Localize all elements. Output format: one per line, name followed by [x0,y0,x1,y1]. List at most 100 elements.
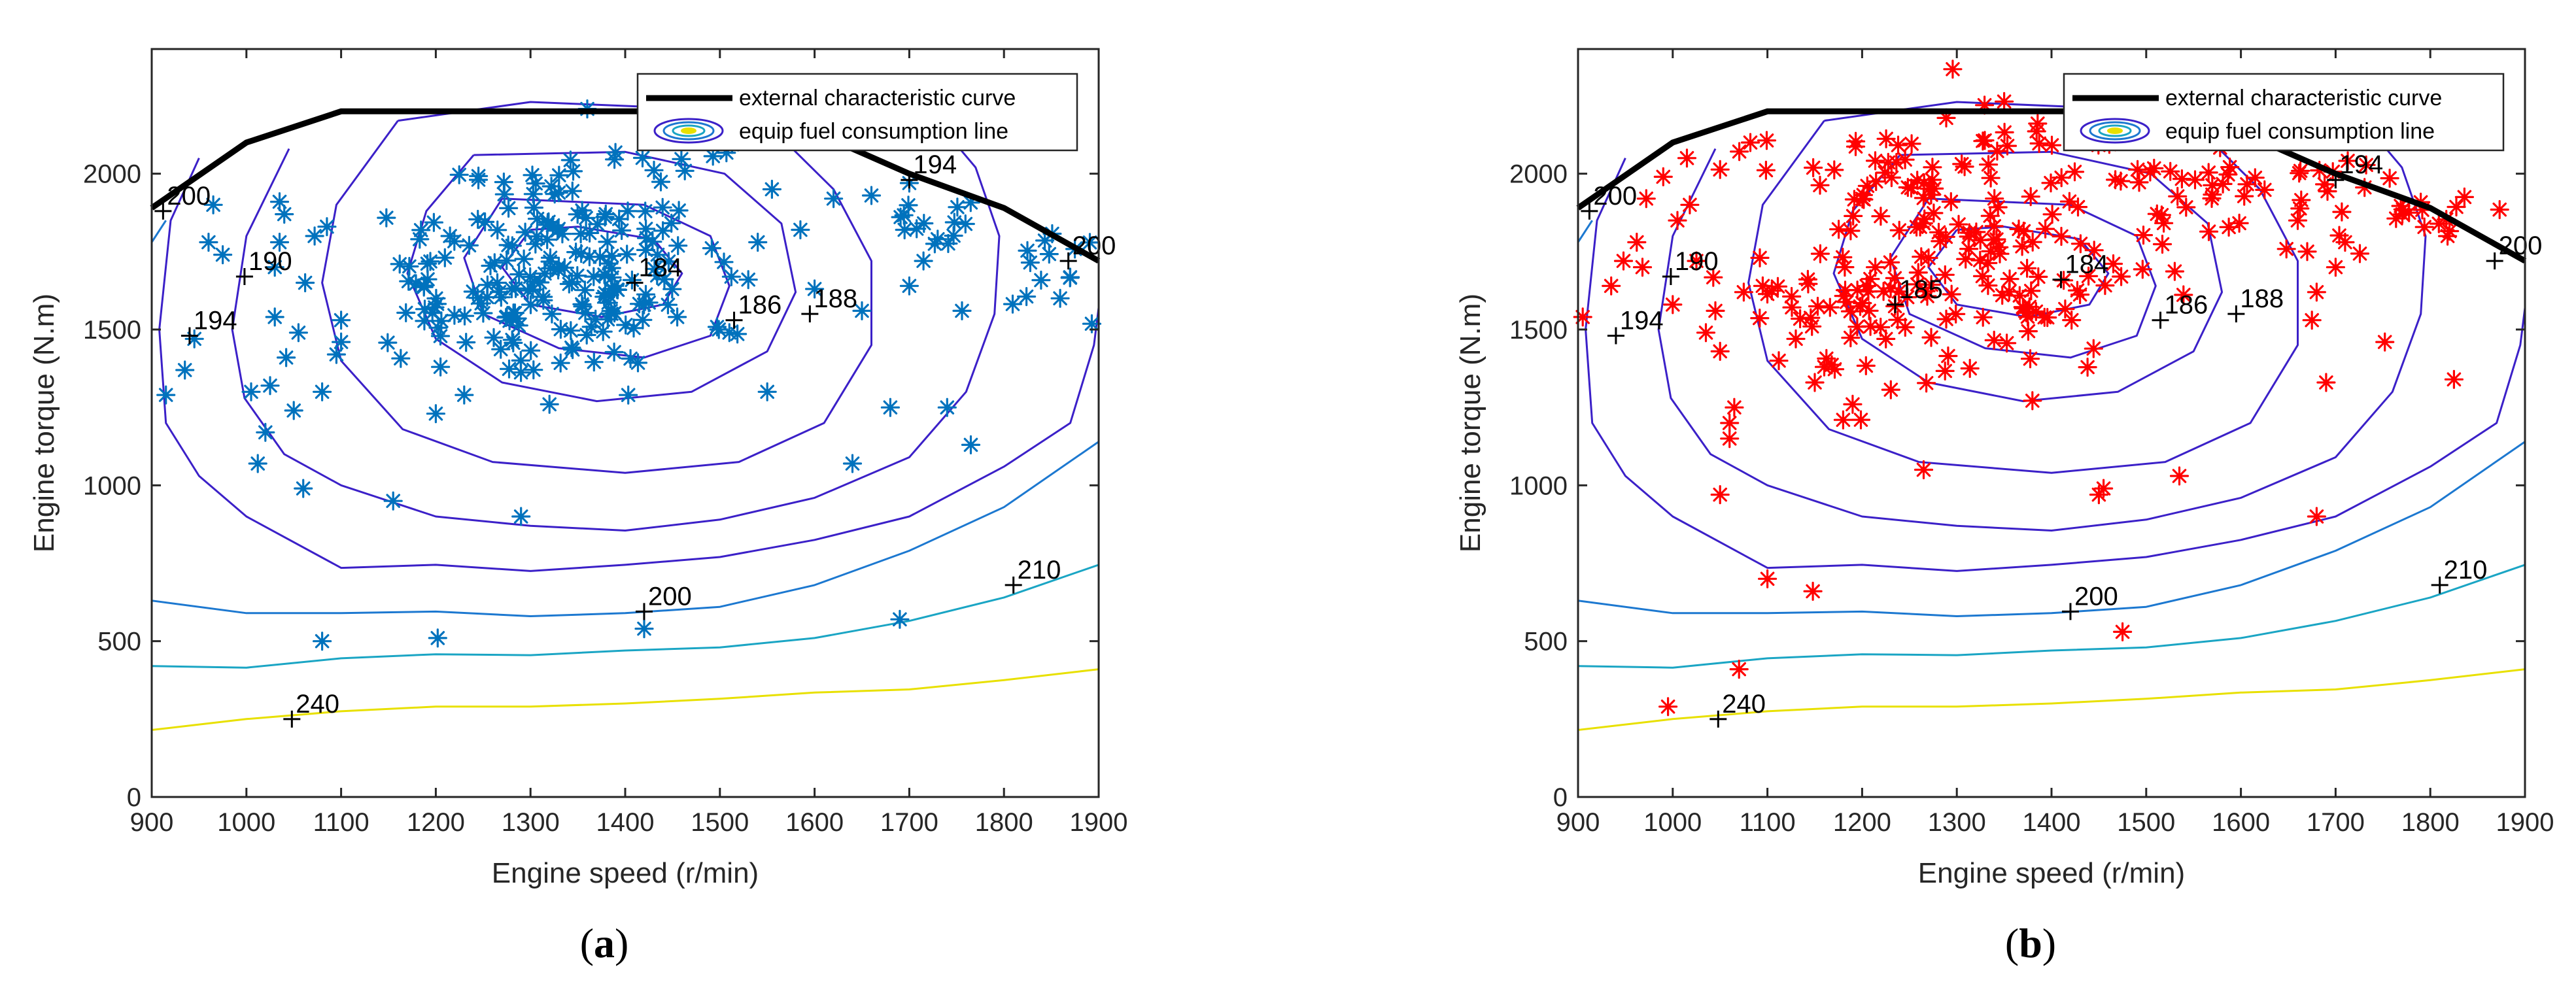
x-tick-label: 1900 [2496,808,2554,837]
data-point [1017,287,1037,307]
data-point [1853,185,1873,205]
contour-labels: 200 190 194 194 200 186 188 185 184 200 210 240 [1581,150,2542,728]
contour-label-text: 240 [296,690,339,719]
data-point [2335,232,2355,252]
contour-label: 210 [1005,556,1061,594]
data-point [184,329,204,348]
data-point [1782,286,1802,307]
x-axis-title: Engine speed (r/min) [492,857,759,889]
data-point [1791,309,1810,329]
data-point [545,184,564,204]
data-point [1888,310,1908,330]
data-point [2199,222,2219,241]
data-point [428,628,447,648]
contour-label: 200 [154,182,211,220]
data-point [411,220,431,240]
contour-label-text: 186 [738,291,782,320]
data-point [602,304,621,324]
data-point [541,177,561,196]
data-point [1805,373,1825,392]
legend-contour-swatch-icon [653,118,724,144]
data-point [562,338,581,358]
data-point [2444,369,2464,389]
data-point [584,352,604,372]
data-point [1808,296,1828,316]
data-point [1978,276,1998,296]
data-point [561,321,581,341]
data-point [575,303,595,323]
data-point [2288,211,2308,230]
data-point [1997,136,2018,156]
data-point [594,265,614,284]
data-point [757,382,777,401]
data-point [1856,356,1876,375]
data-point [534,287,553,307]
data-point [2185,170,2205,190]
data-point [1750,248,1770,267]
data-point [1861,316,1880,336]
data-point [590,247,610,267]
contour-label-text: 194 [2339,150,2383,179]
data-point [477,287,497,307]
data-point [890,609,910,629]
data-point [391,348,411,368]
data-point [1914,173,1934,193]
data-point [1857,176,1877,195]
y-axis-title: Engine torque (N.m) [28,294,60,552]
y-tick-label: 2000 [83,160,141,189]
contour-label: 210 [2431,556,2487,594]
data-point [599,254,619,273]
x-tick-label: 1300 [502,808,560,837]
data-point [634,295,654,314]
data-point [523,184,543,204]
contour-line-c210 [151,564,1099,669]
contour-label-text: 186 [2165,291,2208,320]
data-point [1875,163,1895,182]
contour-line-c240 [1577,668,2526,731]
x-tick-label: 1400 [596,808,655,837]
contour-label-marker [2431,576,2448,594]
contour-label-marker [901,171,918,189]
legend: external characteristic curve equip fuel… [2063,73,2505,152]
data-point [2112,267,2131,286]
data-point [2147,204,2167,224]
data-point [703,146,723,166]
data-point [199,232,218,252]
contour-label-marker [2227,305,2245,323]
data-point [1803,581,1823,601]
data-point [2355,178,2375,197]
data-point [455,385,474,405]
data-point [2009,219,2029,239]
contour-label: 194 [180,307,237,345]
data-point [383,491,403,511]
contour-label: 184 [626,254,682,292]
y-tick-label: 500 [97,628,141,656]
data-point [572,244,591,263]
data-point [1866,172,1886,192]
x-tick-label: 1800 [975,808,1033,837]
x-tick-label: 1100 [1740,808,1796,837]
data-point [655,269,674,289]
data-point [584,267,604,286]
contour-label-text: 194 [1620,307,1664,335]
data-point [2414,217,2434,237]
data-point [2168,186,2188,206]
contour-label-marker [235,267,253,285]
data-point [1825,360,1845,379]
data-point [1861,269,1880,289]
data-point [521,267,540,287]
contour-label-text: 200 [1073,231,1116,260]
legend-label-fuel-consumption: equip fuel consumption line [739,119,1008,144]
data-point [521,341,541,360]
legend-contour-swatch-icon [2080,118,2150,144]
contour-label: 184 [2052,250,2108,288]
data-point [2140,162,2160,182]
data-point [1921,328,1941,347]
data-point [203,195,223,214]
data-point [1878,152,1898,172]
x-tick-label: 1700 [880,808,938,837]
data-point [504,303,523,323]
contour-label-marker [725,311,743,329]
data-point [1936,108,1956,127]
data-point [1847,280,1867,300]
